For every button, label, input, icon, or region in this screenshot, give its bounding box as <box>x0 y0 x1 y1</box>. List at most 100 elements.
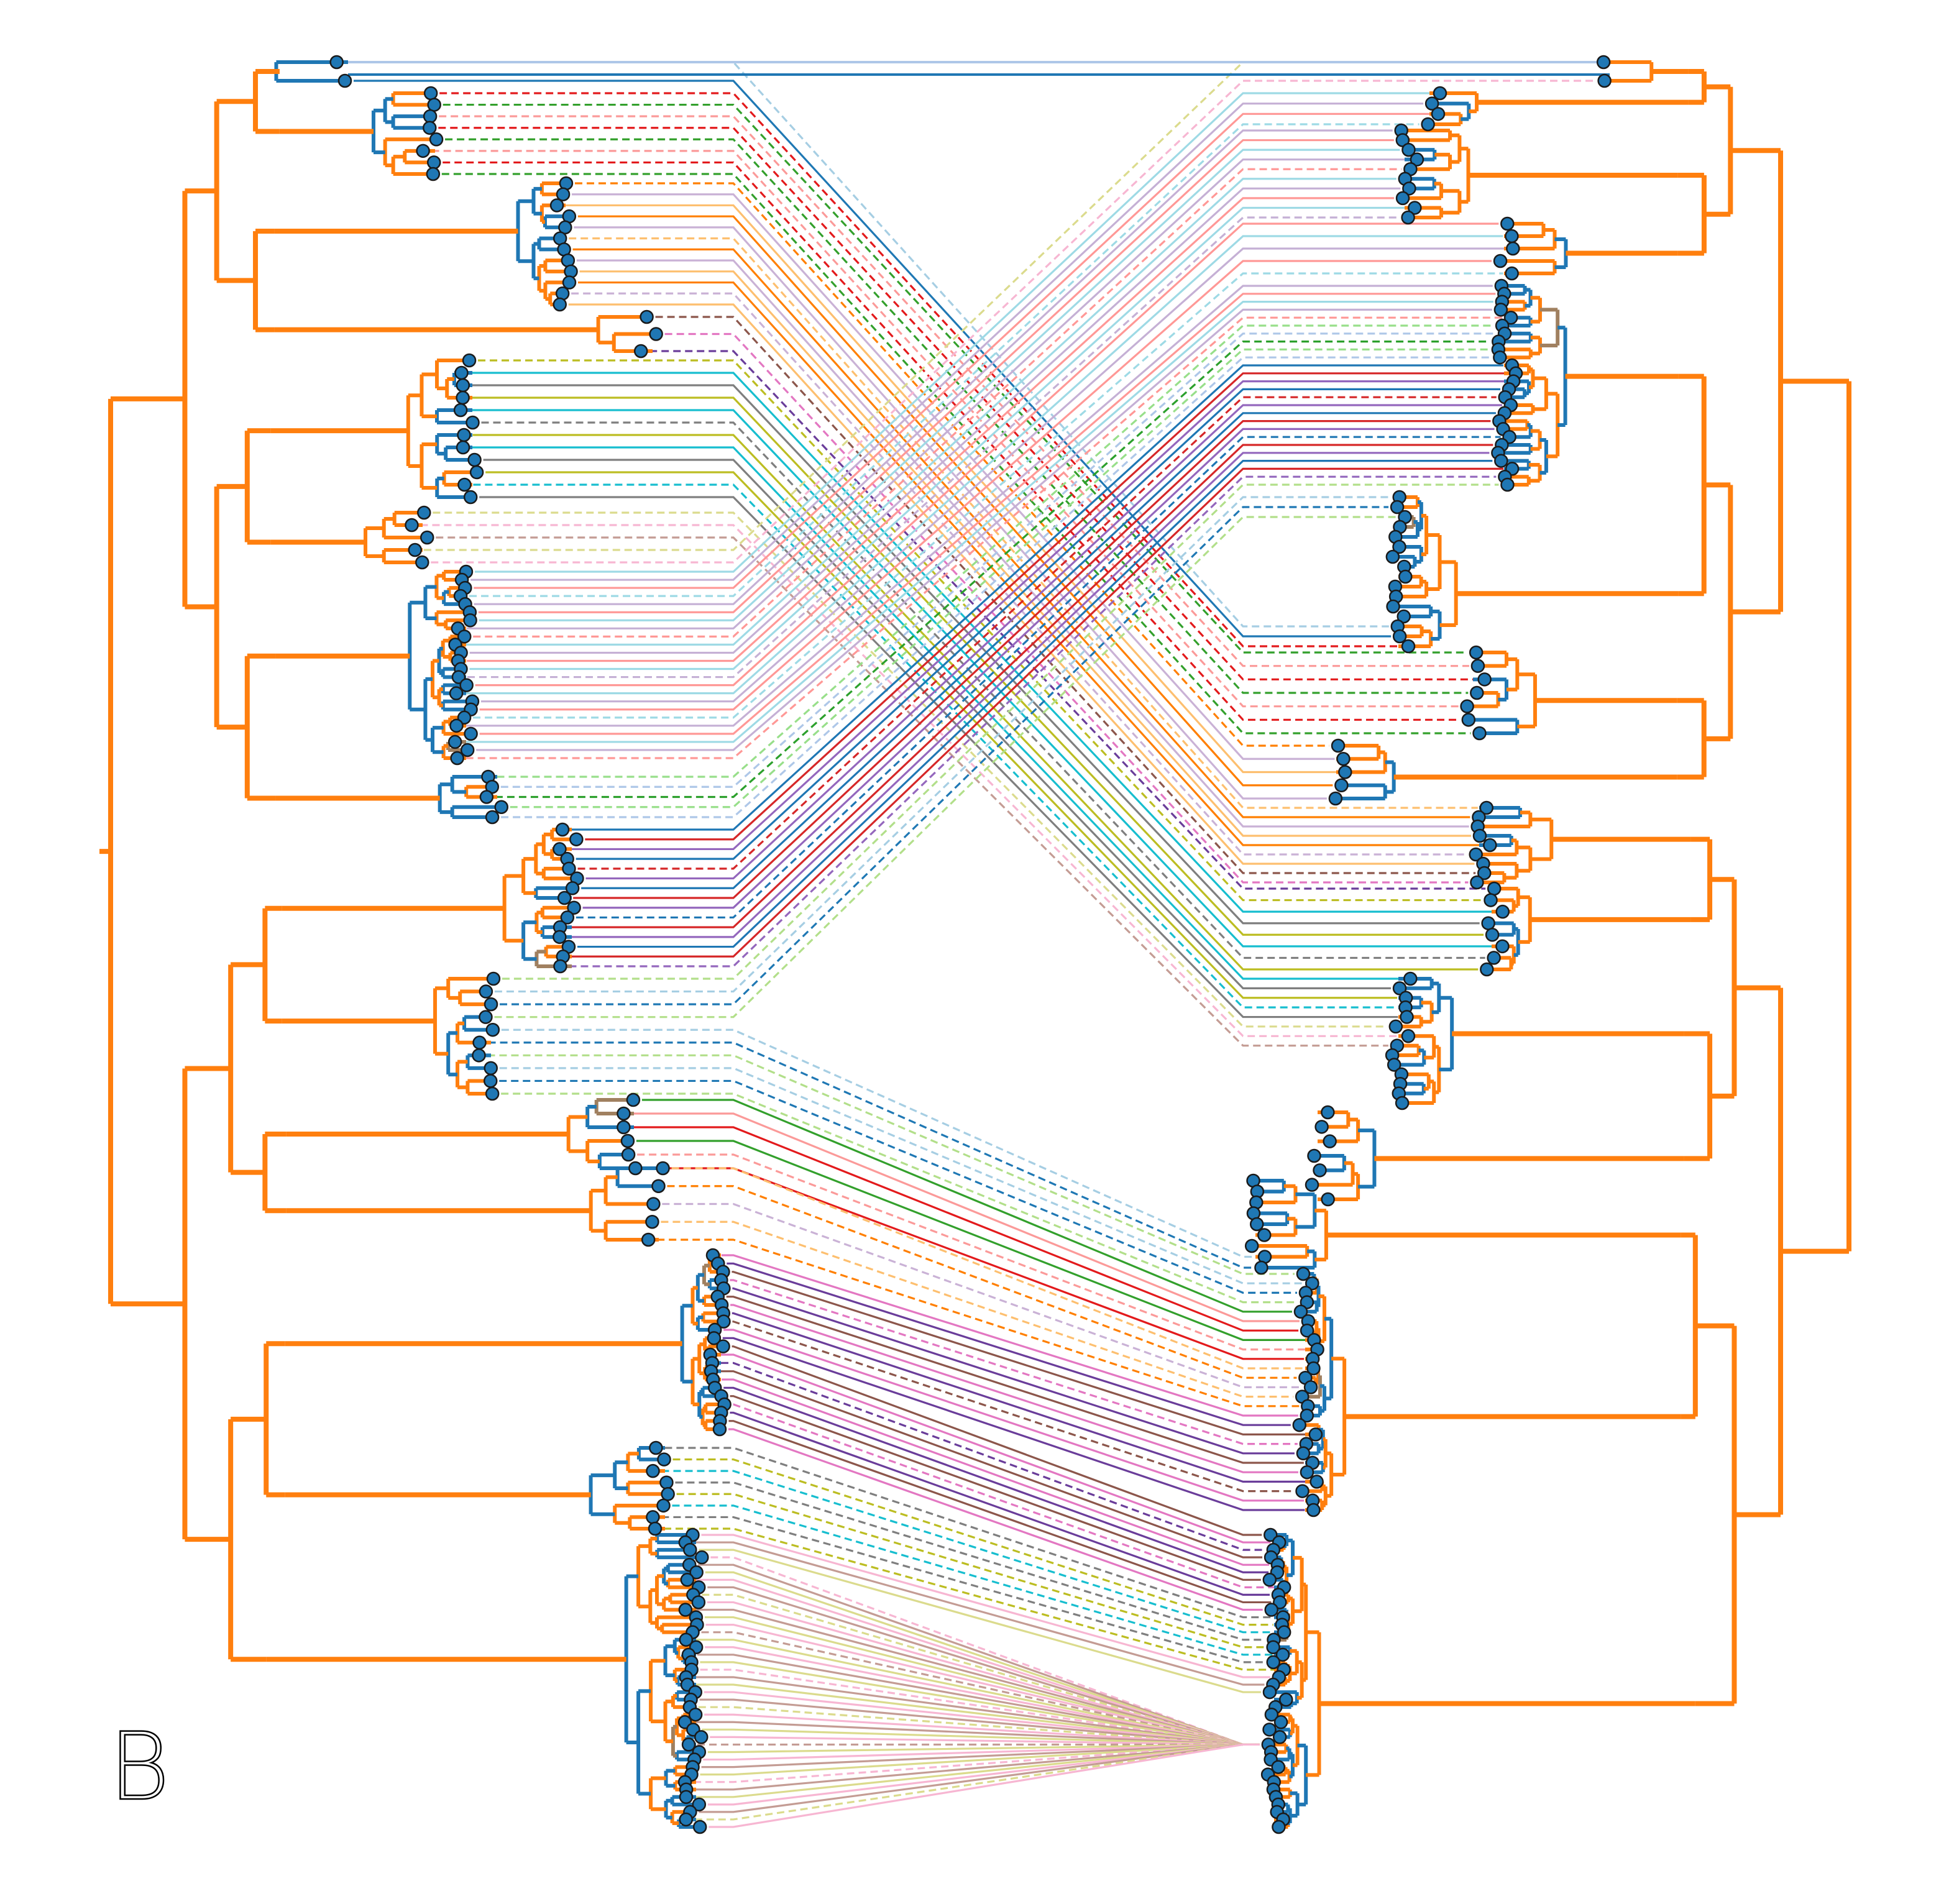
tip-marker <box>626 1092 641 1107</box>
connector-line <box>476 308 1492 751</box>
tip-marker <box>1313 1163 1327 1178</box>
connector-line <box>465 235 1503 695</box>
connector-line <box>641 1099 1292 1313</box>
tip-marker <box>1487 881 1502 896</box>
tip-marker <box>717 1314 731 1329</box>
connector-line <box>480 247 1505 703</box>
tip-marker <box>1300 1465 1314 1480</box>
panel-label: B <box>109 1713 170 1821</box>
tip-marker <box>1321 1105 1335 1120</box>
tip-marker <box>1262 1573 1277 1587</box>
connector-line <box>479 496 1398 1018</box>
connector-line <box>473 168 1402 638</box>
tip-marker <box>426 167 441 181</box>
connector-line <box>474 92 1431 573</box>
connector-line <box>730 1304 1298 1473</box>
tip-marker <box>628 1161 643 1176</box>
tip-marker <box>1421 117 1435 132</box>
tip-marker <box>1306 1361 1321 1376</box>
tip-marker <box>1401 1029 1416 1043</box>
tip-marker <box>1431 107 1446 121</box>
tip-marker <box>1306 1503 1321 1517</box>
tip-marker <box>1257 1228 1272 1242</box>
connector-line <box>569 475 1497 968</box>
tip-marker <box>1336 752 1351 766</box>
tip-marker <box>553 930 567 945</box>
tip-marker <box>426 155 441 170</box>
connector-line <box>730 1279 1298 1445</box>
tip-marker <box>1273 1715 1288 1729</box>
connector-line <box>722 1378 1269 1566</box>
tip-marker <box>1398 569 1413 584</box>
tip-marker <box>494 800 508 814</box>
connector-line <box>663 1527 1275 1671</box>
tip-marker <box>453 403 468 418</box>
tip-marker <box>449 718 464 733</box>
right-tree <box>1255 60 1851 1829</box>
tip-marker <box>683 1542 697 1557</box>
connector-line <box>571 292 1467 856</box>
tip-marker <box>1403 971 1418 986</box>
connector-line <box>353 80 1392 638</box>
connector-line <box>573 419 1491 899</box>
tip-marker <box>460 743 475 757</box>
connector-line <box>732 1320 1294 1493</box>
connector-line <box>467 216 1400 679</box>
tip-marker <box>1392 981 1407 995</box>
tip-marker <box>633 344 648 359</box>
tip-marker <box>1481 916 1495 930</box>
connector-line <box>500 332 1497 788</box>
tip-marker <box>420 530 434 545</box>
tip-marker <box>555 822 570 837</box>
connector-line <box>483 459 1392 989</box>
tip-marker <box>1392 539 1406 554</box>
connector-line <box>732 1271 1307 1435</box>
tip-marker <box>562 275 577 290</box>
tip-marker <box>329 55 344 70</box>
connector-line <box>479 149 1400 621</box>
connector-line <box>572 193 1335 760</box>
tip-marker <box>427 98 441 112</box>
connector-line <box>568 380 1505 851</box>
tip-marker <box>1493 350 1507 365</box>
connector-line <box>579 270 1471 837</box>
connector-line <box>577 215 1333 787</box>
connector-line <box>732 1345 1262 1536</box>
tip-marker <box>1279 1692 1293 1707</box>
connector-line <box>471 384 1480 925</box>
connector-line <box>475 222 1499 687</box>
connector-line <box>572 248 1470 818</box>
tip-marker <box>1597 73 1612 88</box>
connector-line <box>698 1706 1260 1746</box>
tip-marker <box>1493 303 1508 317</box>
tip-marker <box>646 1197 661 1211</box>
tip-marker <box>457 428 471 442</box>
connector-line <box>431 80 1596 564</box>
tip-marker <box>484 997 498 1012</box>
tip-marker <box>1264 1707 1279 1722</box>
tip-marker <box>1321 1192 1335 1207</box>
connector-line <box>701 1534 1270 1678</box>
tip-marker <box>423 121 437 135</box>
tip-marker <box>485 1086 500 1101</box>
tip-marker <box>466 415 480 430</box>
tip-marker <box>694 1730 709 1744</box>
tip-marker <box>651 1179 666 1193</box>
tip-marker <box>1506 241 1520 256</box>
tip-marker <box>1424 96 1439 111</box>
tip-marker <box>1264 1527 1278 1542</box>
tip-marker <box>678 1603 693 1617</box>
tip-marker <box>423 86 438 101</box>
connector-line <box>722 1337 1305 1511</box>
tip-marker <box>1395 1096 1410 1110</box>
tip-marker <box>1505 229 1519 244</box>
connector-line <box>494 496 1391 993</box>
connector-line <box>726 1296 1304 1464</box>
tip-marker <box>712 1422 727 1437</box>
connector-line <box>495 340 1490 799</box>
connector-line <box>581 412 1496 889</box>
connector-line <box>497 324 1494 778</box>
tip-marker <box>1275 1647 1290 1662</box>
tip-marker <box>661 1487 675 1501</box>
tip-marker <box>337 73 352 88</box>
